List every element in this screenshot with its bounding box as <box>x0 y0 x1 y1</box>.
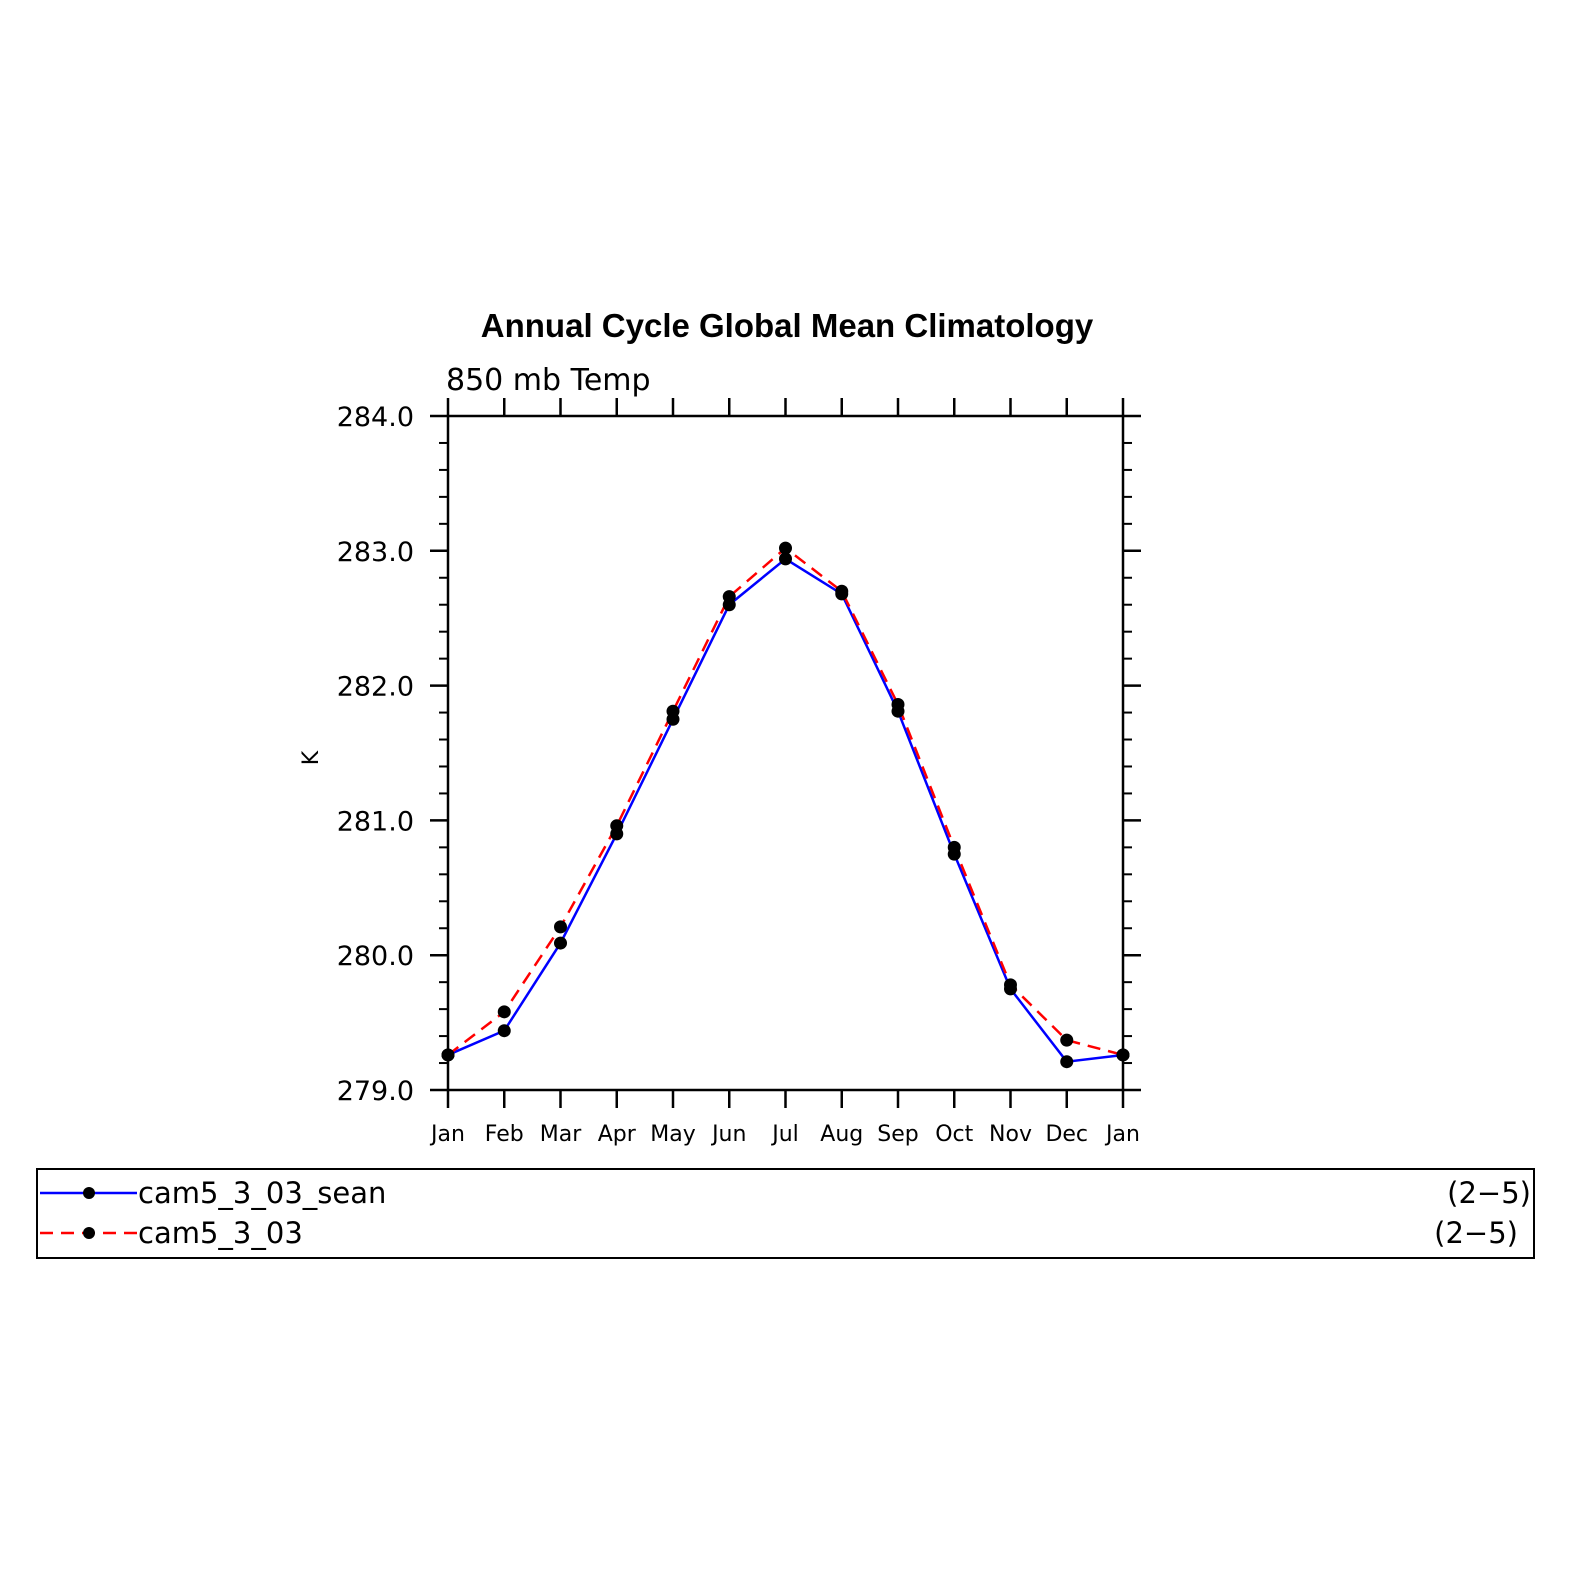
axis-ticks: Jan Feb Mar Apr May Jun Jul Aug Sep Oct Nov Dec Jan 2… <box>337 398 1141 1147</box>
data-point-series-2 <box>1004 978 1017 992</box>
y-tick-label: 281.0 <box>337 806 414 837</box>
legend-marker-series-2 <box>83 1227 95 1239</box>
y-tick-label: 282.0 <box>337 672 414 703</box>
x-tick-label: Jan <box>429 1122 465 1147</box>
x-tick-label: Sep <box>877 1122 918 1147</box>
data-point-series-2 <box>441 1048 455 1062</box>
legend-suffix-series-2: (2−5) <box>1434 1216 1518 1250</box>
x-tick-label: Feb <box>485 1122 524 1147</box>
chart-subtitle: 850 mb Temp <box>446 363 651 398</box>
data-point-series-2 <box>947 840 961 854</box>
y-tick-label: 284.0 <box>337 402 414 433</box>
x-tick-label: Aug <box>820 1122 863 1147</box>
legend-label-series-2: cam5_3_03 <box>138 1216 303 1250</box>
legend: cam5_3_03_sean (2−5) cam5_3_03 (2−5) <box>36 1168 1535 1259</box>
data-point-series-1 <box>779 552 792 566</box>
data-point-series-1 <box>1060 1055 1074 1069</box>
data-point-series-2 <box>722 590 736 604</box>
data-point-series-2 <box>610 819 624 833</box>
y-tick-label: 279.0 <box>337 1076 414 1107</box>
data-point-series-2 <box>1116 1048 1130 1062</box>
x-tick-label: Oct <box>935 1122 973 1147</box>
data-point-series-1 <box>497 1024 511 1038</box>
series-line-1 <box>447 557 1124 1064</box>
x-tick-label: Nov <box>989 1122 1032 1147</box>
x-tick-label: Jan <box>1104 1122 1140 1147</box>
data-point-series-2 <box>891 697 905 711</box>
series-layer <box>441 541 1130 1069</box>
x-tick-label: Apr <box>598 1122 637 1147</box>
legend-suffix-series-1: (2−5) <box>1447 1176 1531 1210</box>
chart-title: Annual Cycle Global Mean Climatology <box>481 307 1094 344</box>
data-point-series-2 <box>497 1005 511 1019</box>
x-tick-label: Mar <box>540 1122 582 1147</box>
series-line-2 <box>447 546 1124 1057</box>
data-point-series-2 <box>779 541 792 555</box>
data-point-series-2 <box>666 704 680 718</box>
legend-label-series-1: cam5_3_03_sean <box>138 1176 386 1210</box>
data-point-series-2 <box>1060 1033 1074 1047</box>
plot-frame <box>446 414 1125 1092</box>
y-axis-label: K <box>299 750 324 765</box>
data-point-series-2 <box>554 920 567 934</box>
legend-marker-series-1 <box>83 1187 95 1199</box>
x-tick-label: May <box>650 1122 695 1147</box>
y-tick-label: 280.0 <box>337 941 414 972</box>
x-tick-label: Dec <box>1045 1122 1088 1147</box>
data-point-series-2 <box>835 584 849 598</box>
y-tick-label: 283.0 <box>337 537 414 568</box>
x-tick-label: Jun <box>710 1122 746 1147</box>
legend-box <box>36 1168 1535 1259</box>
data-point-series-1 <box>554 936 567 950</box>
x-tick-label: Jul <box>770 1122 799 1147</box>
